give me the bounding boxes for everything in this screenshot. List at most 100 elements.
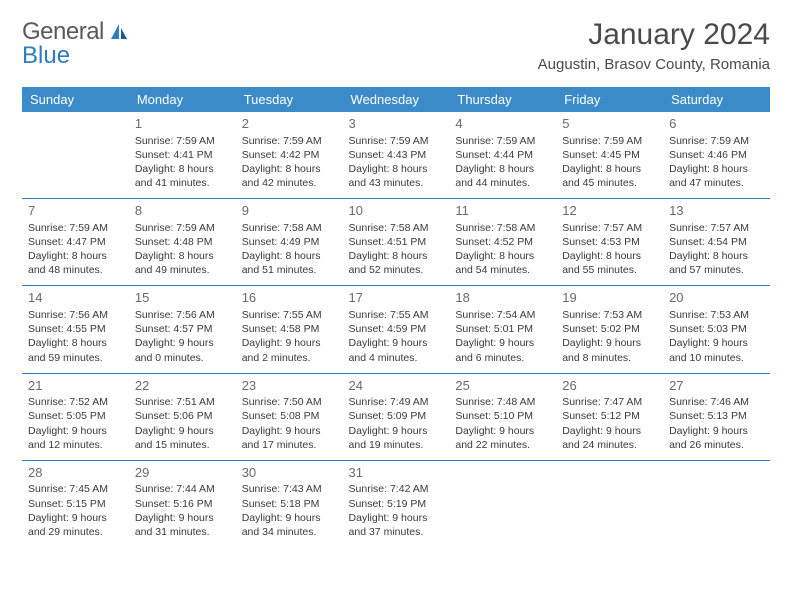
day-cell: 27Sunrise: 7:46 AMSunset: 5:13 PMDayligh… xyxy=(663,373,770,460)
daylight-text: Daylight: 9 hours xyxy=(135,424,230,438)
sunset-text: Sunset: 4:53 PM xyxy=(562,235,657,249)
sunrise-text: Sunrise: 7:56 AM xyxy=(135,308,230,322)
sunrise-text: Sunrise: 7:49 AM xyxy=(349,395,444,409)
sunrise-text: Sunrise: 7:59 AM xyxy=(562,134,657,148)
day-number: 14 xyxy=(28,289,123,307)
daylight-text: Daylight: 8 hours xyxy=(135,162,230,176)
sunrise-text: Sunrise: 7:45 AM xyxy=(28,482,123,496)
sunset-text: Sunset: 4:57 PM xyxy=(135,322,230,336)
sunset-text: Sunset: 5:13 PM xyxy=(669,409,764,423)
sunrise-text: Sunrise: 7:59 AM xyxy=(28,221,123,235)
daylight-text: and 59 minutes. xyxy=(28,351,123,365)
day-cell: 16Sunrise: 7:55 AMSunset: 4:58 PMDayligh… xyxy=(236,286,343,373)
daylight-text: Daylight: 9 hours xyxy=(242,424,337,438)
daylight-text: and 52 minutes. xyxy=(349,263,444,277)
day-cell: 19Sunrise: 7:53 AMSunset: 5:02 PMDayligh… xyxy=(556,286,663,373)
daylight-text: Daylight: 8 hours xyxy=(135,249,230,263)
day-number: 4 xyxy=(455,115,550,133)
day-cell: 10Sunrise: 7:58 AMSunset: 4:51 PMDayligh… xyxy=(343,199,450,286)
daylight-text: and 4 minutes. xyxy=(349,351,444,365)
day-cell: 2Sunrise: 7:59 AMSunset: 4:42 PMDaylight… xyxy=(236,112,343,199)
daylight-text: and 24 minutes. xyxy=(562,438,657,452)
day-cell: 9Sunrise: 7:58 AMSunset: 4:49 PMDaylight… xyxy=(236,199,343,286)
daylight-text: and 41 minutes. xyxy=(135,176,230,190)
sunrise-text: Sunrise: 7:43 AM xyxy=(242,482,337,496)
day-cell: 14Sunrise: 7:56 AMSunset: 4:55 PMDayligh… xyxy=(22,286,129,373)
sunrise-text: Sunrise: 7:42 AM xyxy=(349,482,444,496)
day-number: 11 xyxy=(455,202,550,220)
col-sunday: Sunday xyxy=(22,87,129,112)
col-saturday: Saturday xyxy=(663,87,770,112)
day-number: 22 xyxy=(135,377,230,395)
sunset-text: Sunset: 4:47 PM xyxy=(28,235,123,249)
sunrise-text: Sunrise: 7:58 AM xyxy=(242,221,337,235)
daylight-text: Daylight: 8 hours xyxy=(669,162,764,176)
daylight-text: Daylight: 8 hours xyxy=(242,249,337,263)
sunset-text: Sunset: 5:16 PM xyxy=(135,497,230,511)
daylight-text: Daylight: 9 hours xyxy=(562,424,657,438)
daylight-text: Daylight: 9 hours xyxy=(135,511,230,525)
col-tuesday: Tuesday xyxy=(236,87,343,112)
daylight-text: Daylight: 8 hours xyxy=(562,249,657,263)
day-cell: 28Sunrise: 7:45 AMSunset: 5:15 PMDayligh… xyxy=(22,460,129,547)
sunset-text: Sunset: 4:52 PM xyxy=(455,235,550,249)
daylight-text: and 37 minutes. xyxy=(349,525,444,539)
sunset-text: Sunset: 5:02 PM xyxy=(562,322,657,336)
day-cell: 12Sunrise: 7:57 AMSunset: 4:53 PMDayligh… xyxy=(556,199,663,286)
day-number: 25 xyxy=(455,377,550,395)
sunrise-text: Sunrise: 7:58 AM xyxy=(455,221,550,235)
daylight-text: and 42 minutes. xyxy=(242,176,337,190)
day-cell: 3Sunrise: 7:59 AMSunset: 4:43 PMDaylight… xyxy=(343,112,450,199)
daylight-text: Daylight: 9 hours xyxy=(455,336,550,350)
sunset-text: Sunset: 5:18 PM xyxy=(242,497,337,511)
day-number: 6 xyxy=(669,115,764,133)
day-cell xyxy=(22,112,129,199)
sunset-text: Sunset: 4:45 PM xyxy=(562,148,657,162)
daylight-text: Daylight: 9 hours xyxy=(28,424,123,438)
daylight-text: Daylight: 9 hours xyxy=(562,336,657,350)
day-number: 20 xyxy=(669,289,764,307)
day-cell: 23Sunrise: 7:50 AMSunset: 5:08 PMDayligh… xyxy=(236,373,343,460)
sunset-text: Sunset: 5:12 PM xyxy=(562,409,657,423)
daylight-text: and 6 minutes. xyxy=(455,351,550,365)
sunset-text: Sunset: 5:03 PM xyxy=(669,322,764,336)
daylight-text: and 17 minutes. xyxy=(242,438,337,452)
week-row: 21Sunrise: 7:52 AMSunset: 5:05 PMDayligh… xyxy=(22,373,770,460)
sunset-text: Sunset: 4:41 PM xyxy=(135,148,230,162)
sunset-text: Sunset: 4:49 PM xyxy=(242,235,337,249)
day-cell: 15Sunrise: 7:56 AMSunset: 4:57 PMDayligh… xyxy=(129,286,236,373)
daylight-text: and 44 minutes. xyxy=(455,176,550,190)
day-cell: 8Sunrise: 7:59 AMSunset: 4:48 PMDaylight… xyxy=(129,199,236,286)
day-cell: 6Sunrise: 7:59 AMSunset: 4:46 PMDaylight… xyxy=(663,112,770,199)
sunrise-text: Sunrise: 7:53 AM xyxy=(669,308,764,322)
daylight-text: and 54 minutes. xyxy=(455,263,550,277)
day-cell: 5Sunrise: 7:59 AMSunset: 4:45 PMDaylight… xyxy=(556,112,663,199)
sunrise-text: Sunrise: 7:47 AM xyxy=(562,395,657,409)
day-cell: 13Sunrise: 7:57 AMSunset: 4:54 PMDayligh… xyxy=(663,199,770,286)
day-number: 30 xyxy=(242,464,337,482)
daylight-text: and 57 minutes. xyxy=(669,263,764,277)
day-number: 28 xyxy=(28,464,123,482)
sunrise-text: Sunrise: 7:57 AM xyxy=(669,221,764,235)
day-cell: 20Sunrise: 7:53 AMSunset: 5:03 PMDayligh… xyxy=(663,286,770,373)
day-number: 19 xyxy=(562,289,657,307)
sunset-text: Sunset: 5:05 PM xyxy=(28,409,123,423)
month-title: January 2024 xyxy=(538,18,770,52)
daylight-text: Daylight: 9 hours xyxy=(135,336,230,350)
day-header-row: Sunday Monday Tuesday Wednesday Thursday… xyxy=(22,87,770,112)
header: General January 2024 Augustin, Brasov Co… xyxy=(22,18,770,73)
day-cell xyxy=(449,460,556,547)
sunrise-text: Sunrise: 7:44 AM xyxy=(135,482,230,496)
sunset-text: Sunset: 4:59 PM xyxy=(349,322,444,336)
day-number: 12 xyxy=(562,202,657,220)
day-cell: 22Sunrise: 7:51 AMSunset: 5:06 PMDayligh… xyxy=(129,373,236,460)
daylight-text: and 12 minutes. xyxy=(28,438,123,452)
col-monday: Monday xyxy=(129,87,236,112)
day-cell: 29Sunrise: 7:44 AMSunset: 5:16 PMDayligh… xyxy=(129,460,236,547)
day-cell xyxy=(663,460,770,547)
daylight-text: Daylight: 8 hours xyxy=(242,162,337,176)
day-number: 16 xyxy=(242,289,337,307)
day-cell: 26Sunrise: 7:47 AMSunset: 5:12 PMDayligh… xyxy=(556,373,663,460)
daylight-text: and 19 minutes. xyxy=(349,438,444,452)
week-row: 1Sunrise: 7:59 AMSunset: 4:41 PMDaylight… xyxy=(22,112,770,199)
